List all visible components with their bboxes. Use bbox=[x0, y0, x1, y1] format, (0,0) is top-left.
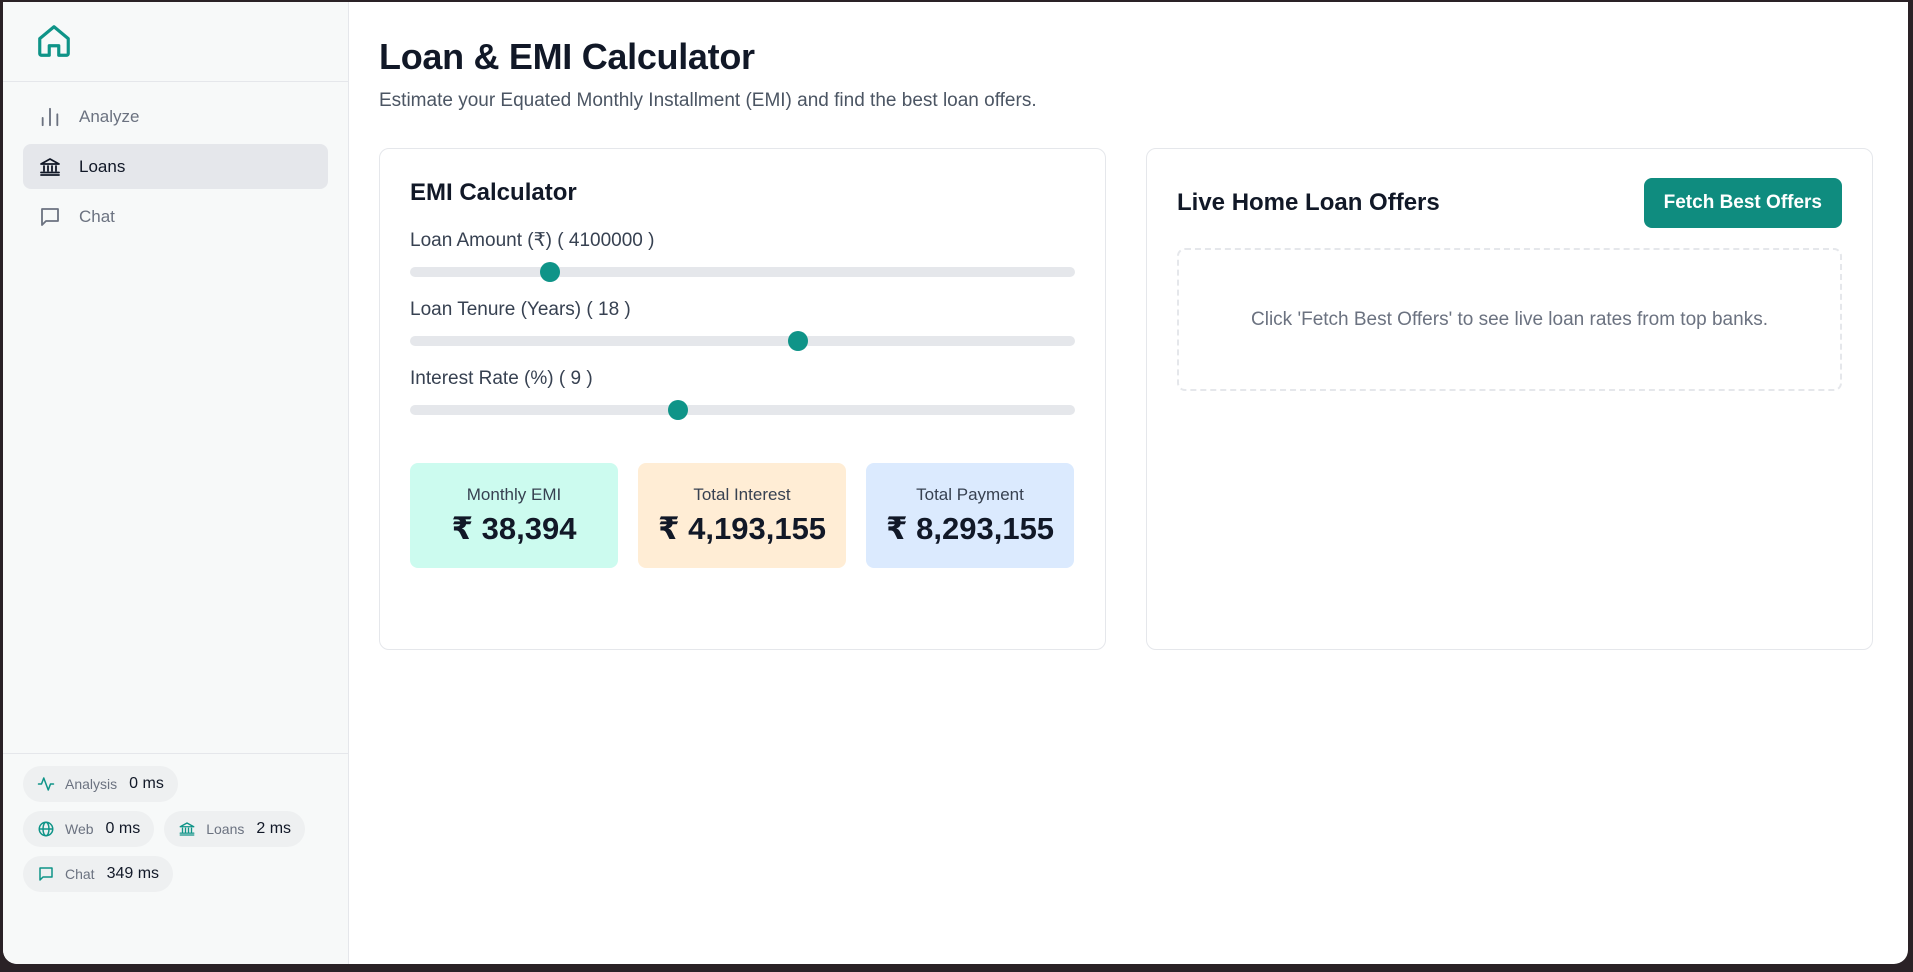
total-payment-box: Total Payment ₹ 8,293,155 bbox=[866, 463, 1074, 568]
stat-label: Chat bbox=[65, 866, 95, 882]
cards-row: EMI Calculator Loan Amount (₹) ( 4100000… bbox=[379, 148, 1873, 650]
bank-icon bbox=[178, 820, 196, 838]
stat-loans: Loans 2 ms bbox=[164, 811, 306, 847]
stat-value: 2 ms bbox=[256, 820, 292, 837]
stat-value: 0 ms bbox=[105, 820, 141, 837]
page-title: Loan & EMI Calculator bbox=[379, 36, 755, 77]
interest-rate-slider-group: Interest Rate (%) ( 9 ) bbox=[410, 368, 1075, 420]
fetch-best-offers-button[interactable]: Fetch Best Offers bbox=[1643, 178, 1842, 228]
emi-calculator-title: EMI Calculator bbox=[410, 179, 577, 206]
emi-results: Monthly EMI ₹ 38,394 Total Interest ₹ 4,… bbox=[410, 463, 1075, 568]
loan-offers-card: Live Home Loan Offers Fetch Best Offers … bbox=[1146, 148, 1873, 650]
loan-offers-header: Live Home Loan Offers Fetch Best Offers bbox=[1177, 178, 1842, 228]
interest-rate-label: Interest Rate (%) ( 9 ) bbox=[410, 368, 593, 389]
loan-offers-title: Live Home Loan Offers bbox=[1177, 189, 1440, 216]
total-payment-label: Total Payment bbox=[916, 485, 1024, 504]
sidebar-item-loans[interactable]: Loans bbox=[23, 144, 328, 189]
stat-chat: Chat 349 ms bbox=[23, 856, 174, 892]
loan-amount-slider-thumb[interactable] bbox=[539, 262, 560, 282]
interest-rate-slider-thumb[interactable] bbox=[667, 400, 688, 420]
stat-value: 0 ms bbox=[129, 775, 164, 792]
sidebar-item-label: Loans bbox=[79, 156, 126, 176]
chat-bubble-icon bbox=[37, 865, 55, 883]
loan-tenure-slider-group: Loan Tenure (Years) ( 18 ) bbox=[410, 299, 1075, 351]
interest-rate-slider[interactable] bbox=[410, 400, 1075, 420]
monthly-emi-box: Monthly EMI ₹ 38,394 bbox=[410, 463, 618, 568]
main-content: Loan & EMI Calculator Estimate your Equa… bbox=[349, 2, 1908, 964]
sidebar: Analyze Loans Chat bbox=[3, 2, 349, 964]
home-icon[interactable] bbox=[35, 22, 73, 60]
chat-bubble-icon bbox=[37, 204, 63, 230]
bar-chart-icon bbox=[37, 104, 63, 130]
sidebar-item-label: Analyze bbox=[79, 106, 140, 126]
page-subtitle: Estimate your Equated Monthly Installmen… bbox=[379, 90, 1037, 111]
stat-label: Analysis bbox=[65, 776, 118, 792]
loan-amount-slider-group: Loan Amount (₹) ( 4100000 ) bbox=[410, 229, 1075, 282]
timing-stats: Analysis 0 ms Web 0 ms bbox=[3, 753, 348, 901]
sidebar-item-label: Chat bbox=[79, 206, 115, 226]
bank-icon bbox=[37, 154, 63, 180]
loan-tenure-slider-thumb[interactable] bbox=[787, 331, 808, 351]
sidebar-item-chat[interactable]: Chat bbox=[23, 194, 328, 239]
globe-icon bbox=[37, 820, 55, 838]
total-interest-box: Total Interest ₹ 4,193,155 bbox=[638, 463, 846, 568]
loan-tenure-slider[interactable] bbox=[410, 331, 1075, 351]
stat-web: Web 0 ms bbox=[23, 811, 155, 847]
app-window: Analyze Loans Chat bbox=[3, 2, 1908, 964]
stat-label: Loans bbox=[206, 821, 245, 837]
monthly-emi-value: ₹ 38,394 bbox=[451, 511, 577, 546]
stat-value: 349 ms bbox=[106, 865, 160, 882]
empty-state-message: Click 'Fetch Best Offers' to see live lo… bbox=[1251, 308, 1768, 330]
monthly-emi-label: Monthly EMI bbox=[466, 485, 562, 504]
loan-amount-slider[interactable] bbox=[410, 262, 1075, 282]
stat-analysis: Analysis 0 ms bbox=[23, 766, 178, 802]
sidebar-nav: Analyze Loans Chat bbox=[3, 82, 348, 239]
loan-offers-empty-state: Click 'Fetch Best Offers' to see live lo… bbox=[1177, 248, 1842, 391]
brand bbox=[3, 2, 348, 82]
activity-icon bbox=[37, 775, 55, 793]
total-interest-value: ₹ 4,193,155 bbox=[657, 511, 827, 546]
emi-calculator-card: EMI Calculator Loan Amount (₹) ( 4100000… bbox=[379, 148, 1106, 650]
total-interest-label: Total Interest bbox=[693, 485, 791, 504]
sidebar-item-analyze[interactable]: Analyze bbox=[23, 94, 328, 139]
loan-amount-label: Loan Amount (₹) ( 4100000 ) bbox=[410, 230, 655, 251]
loan-tenure-label: Loan Tenure (Years) ( 18 ) bbox=[410, 299, 631, 320]
total-payment-value: ₹ 8,293,155 bbox=[885, 511, 1055, 546]
stat-label: Web bbox=[65, 821, 94, 837]
